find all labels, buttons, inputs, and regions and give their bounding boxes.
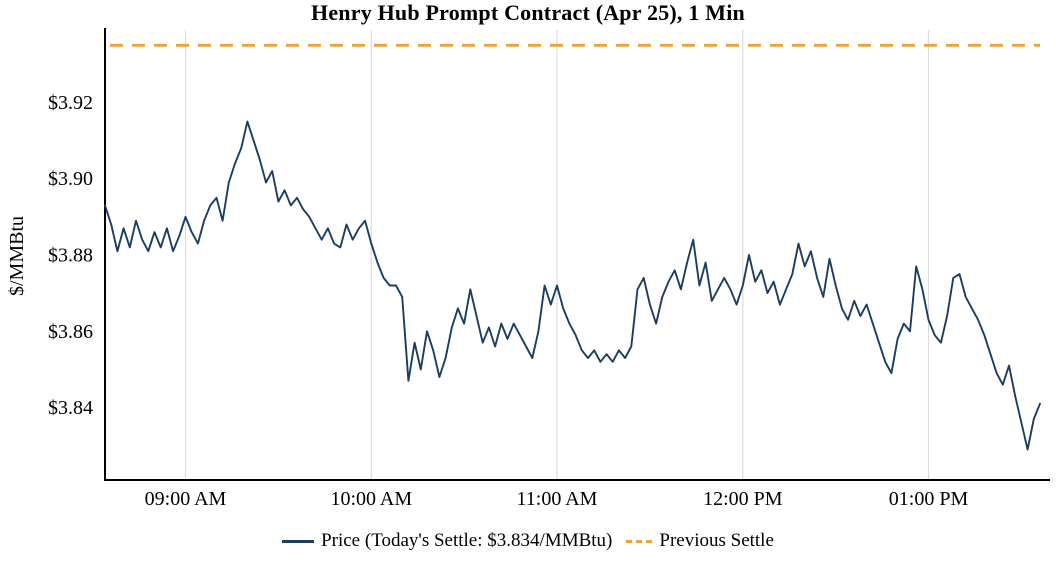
y-tick-label: $3.88 [48,245,93,267]
legend: Price (Today's Settle: $3.834/MMBtu) Pre… [0,530,1056,552]
y-tick-label: $3.84 [48,397,93,419]
x-tick-label: 11:00 AM [517,488,598,510]
y-tick-label: $3.92 [48,92,93,114]
previous-settle-swatch [626,539,653,543]
legend-label-price: Price (Today's Settle: $3.834/MMBtu) [321,530,613,551]
y-tick-label: $3.86 [48,321,93,343]
x-tick-label: 10:00 AM [330,488,412,510]
legend-item-price: Price (Today's Settle: $3.834/MMBtu) [282,530,612,552]
chart-title: Henry Hub Prompt Contract (Apr 25), 1 Mi… [311,0,745,25]
price-line [104,120,1041,451]
x-tick-label: 12:00 PM [703,488,783,510]
price-line-swatch [282,539,315,543]
legend-label-previous-settle: Previous Settle [659,530,774,551]
legend-item-previous-settle: Previous Settle [626,530,774,552]
x-tick-label: 09:00 AM [145,488,227,510]
y-tick-label: $3.90 [48,168,93,190]
x-tick-label: 01:00 PM [889,488,969,510]
